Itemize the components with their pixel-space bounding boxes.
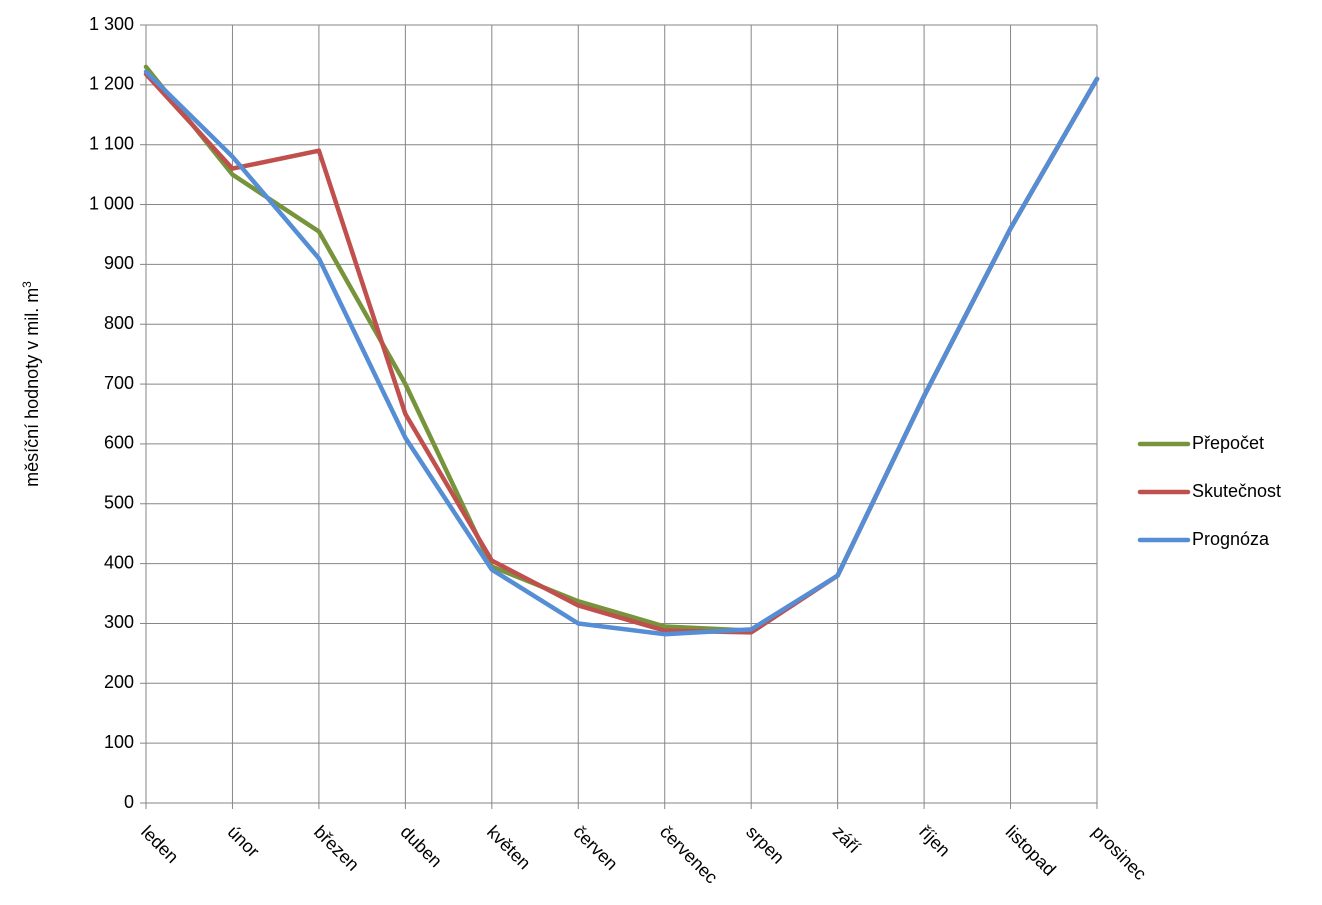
y-tick-label: 600 (104, 433, 134, 453)
legend-label: Přepočet (1192, 433, 1264, 453)
x-tick-label: říjen (915, 822, 954, 861)
x-tick-label: listopad (1002, 822, 1060, 880)
series-line-přepočet (143, 64, 1100, 633)
x-tick-label: srpen (742, 822, 788, 868)
series-lines (143, 64, 1100, 637)
y-tick-label: 1 000 (89, 193, 134, 213)
y-tick-label: 900 (104, 253, 134, 273)
x-tick-label: leden (137, 822, 182, 867)
y-tick-label: 700 (104, 373, 134, 393)
x-tick-label: červenec (656, 822, 722, 888)
x-tick-label: březen (310, 822, 363, 875)
y-tick-label: 1 100 (89, 133, 134, 153)
y-tick-label: 500 (104, 493, 134, 513)
x-tick-label: duben (397, 822, 447, 872)
x-tick-label: červen (569, 822, 621, 874)
y-tick-label: 1 200 (89, 74, 134, 94)
y-tick-label: 200 (104, 672, 134, 692)
y-tick-label: 800 (104, 313, 134, 333)
x-tick-label: září (829, 822, 864, 857)
legend-label: Skutečnost (1192, 481, 1281, 501)
y-tick-label: 1 300 (89, 14, 134, 34)
y-tick-label: 0 (124, 792, 134, 812)
y-tick-label: 400 (104, 552, 134, 572)
y-tick-label: 100 (104, 732, 134, 752)
series-line-skutečnost (143, 71, 1100, 635)
y-axis-ticks: 0 100 200 300 400 500 600 700 800 900 1 000 1 100 1 … (89, 14, 134, 812)
series-line-prognóza (143, 69, 1100, 637)
y-tick-label: 300 (104, 612, 134, 632)
x-axis-ticks: leden únor březen duben květen červen červenec… (137, 822, 1150, 888)
gridlines (140, 24, 1098, 809)
legend: Přepočet Skutečnost Prognóza (1137, 433, 1281, 549)
x-tick-label: prosinec (1088, 822, 1150, 884)
x-tick-label: květen (483, 822, 535, 874)
legend-label: Prognóza (1192, 529, 1270, 549)
x-tick-label: únor (224, 822, 264, 862)
y-axis-label: měsíční hodnoty v mil. m3 (20, 281, 42, 487)
